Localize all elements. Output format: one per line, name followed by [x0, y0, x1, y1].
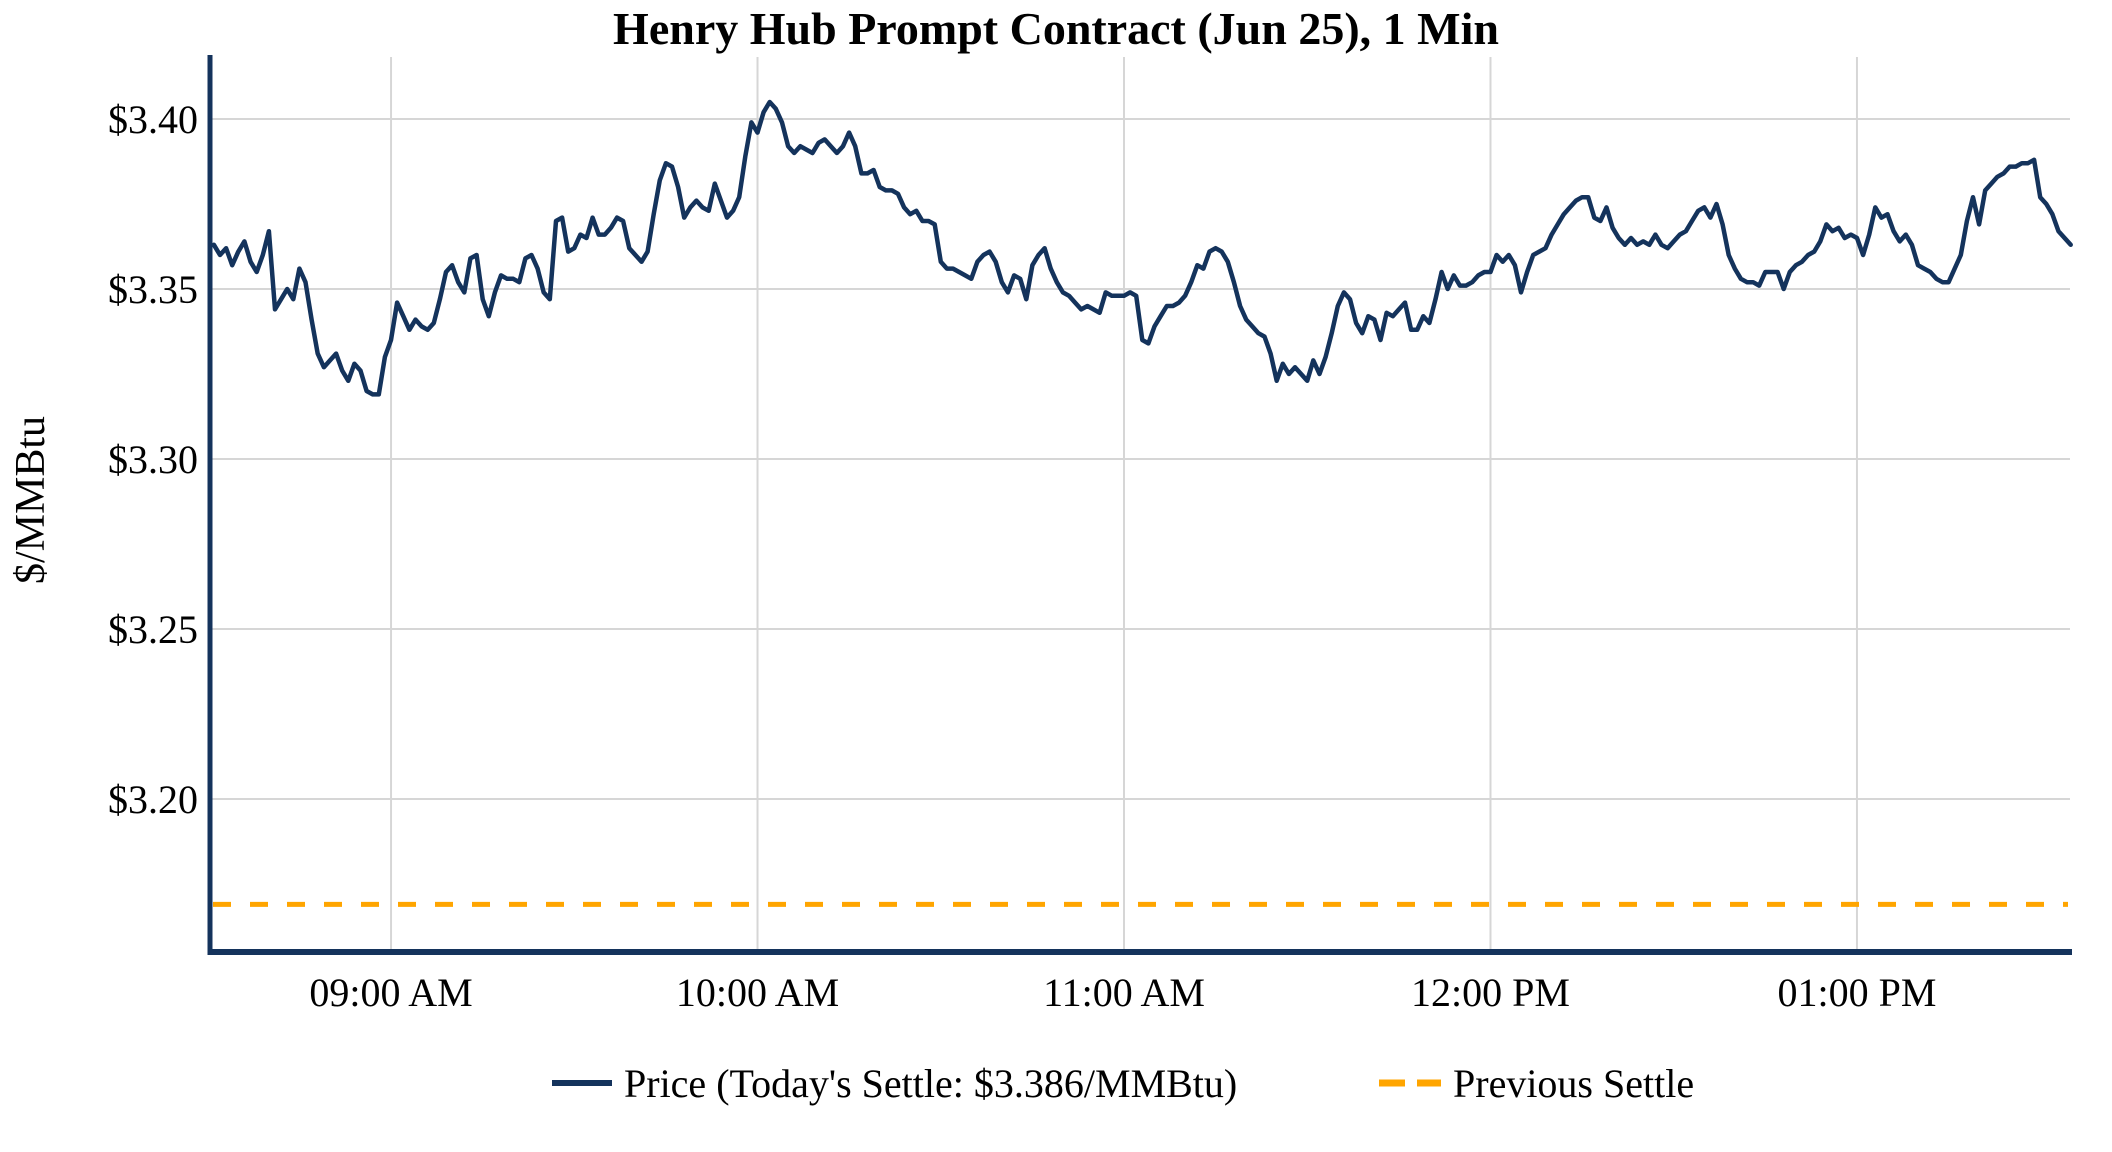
chart-title: Henry Hub Prompt Contract (Jun 25), 1 Mi… [613, 3, 1499, 54]
x-tick-label: 09:00 AM [309, 970, 472, 1015]
y-tick-label: $3.35 [108, 267, 198, 312]
x-tick-label: 10:00 AM [676, 970, 839, 1015]
price-legend-label: Price (Today's Settle: $3.386/MMBtu) [624, 1061, 1237, 1106]
x-tick-label: 01:00 PM [1777, 970, 1936, 1015]
y-tick-label: $3.30 [108, 437, 198, 482]
price-line [211, 99, 2073, 397]
x-tick-label: 12:00 PM [1411, 970, 1570, 1015]
x-tick-label: 11:00 AM [1043, 970, 1205, 1015]
y-tick-label: $3.20 [108, 777, 198, 822]
x-tick-labels: 09:00 AM 10:00 AM 11:00 AM 12:00 PM 01:00 PM [309, 970, 1936, 1015]
gridlines [210, 57, 2070, 952]
y-tick-labels: $3.40 $3.35 $3.30 $3.25 $3.20 [108, 97, 198, 822]
y-tick-label: $3.25 [108, 607, 198, 652]
legend: Price (Today's Settle: $3.386/MMBtu) Pre… [552, 1061, 1694, 1106]
y-axis-label: $/MMBtu [8, 416, 54, 584]
y-tick-label: $3.40 [108, 97, 198, 142]
previous-settle-legend-label: Previous Settle [1453, 1061, 1694, 1106]
